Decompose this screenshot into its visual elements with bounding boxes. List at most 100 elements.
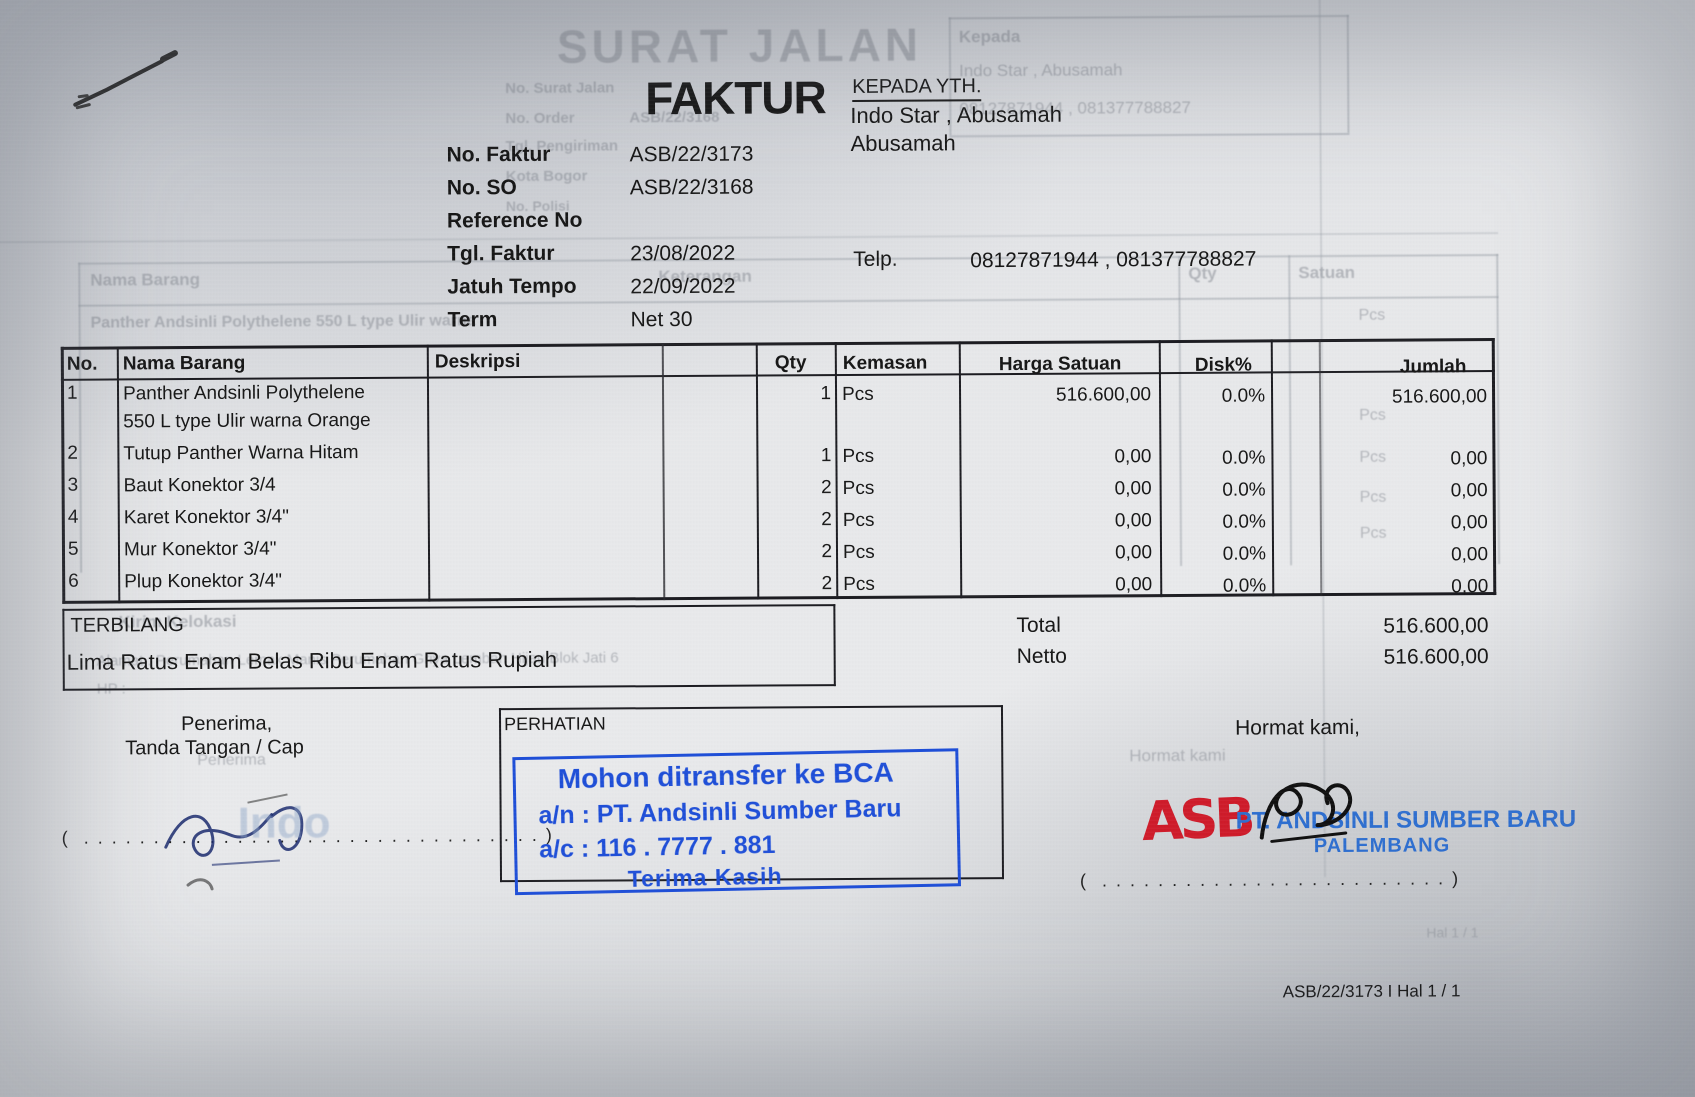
cell-harga-satuan: 516.600,00 xyxy=(1055,384,1152,406)
cell-qty: 1 xyxy=(820,383,832,405)
col-header-nama-barang: Nama Barang xyxy=(122,352,246,375)
cell-no: 1 xyxy=(66,382,78,404)
cell-qty: 2 xyxy=(821,573,833,595)
col-div-deskripsi-inner xyxy=(661,343,666,601)
cell-qty: 2 xyxy=(821,541,833,563)
table-row: 6 Plup Konektor 3/4" 2 Pcs 0,00 0.0% 0,0… xyxy=(0,0,1692,597)
phone-label: Telp. xyxy=(853,247,898,271)
col-header-no: No. xyxy=(66,353,98,375)
table-border-bottom xyxy=(62,592,1497,604)
bleed-box-kepada-bottom xyxy=(949,132,1350,138)
table-border-right xyxy=(1491,338,1497,596)
receiver-label-line1: Penerima, xyxy=(180,712,273,736)
cell-jumlah: 0,00 xyxy=(1451,576,1489,598)
perhatian-label: PERHATIAN xyxy=(503,713,606,735)
field-label-reference-no: Reference No xyxy=(446,208,583,233)
cell-kemasan: Pcs xyxy=(842,477,875,500)
cell-disk: 0.0% xyxy=(1221,385,1266,407)
cell-disk: 0.0% xyxy=(1222,479,1266,501)
phone-value: 08127871944 , 081377788827 xyxy=(970,247,1257,273)
page-title: FAKTUR xyxy=(645,71,826,125)
cell-jumlah: 516.600,00 xyxy=(1391,386,1488,408)
col-header-qty: Qty xyxy=(774,352,807,374)
field-label-no-faktur: No. Faktur xyxy=(446,142,551,167)
bleed-kepada: Kepada xyxy=(958,26,1021,47)
bleed-unit-1: Pcs xyxy=(1358,306,1386,324)
bleed-table-mid xyxy=(78,296,1499,307)
col-header-disk: Disk% xyxy=(1194,354,1252,376)
receiver-stamp-ghost: Indo xyxy=(237,798,331,848)
sender-signature-dots: ( . . . . . . . . . . . . . . . . . . . … xyxy=(1079,868,1461,891)
cell-no: 4 xyxy=(67,506,79,528)
cell-nama-barang: Mur Konektor 3/4" xyxy=(123,538,277,561)
recipient-block: KEPADA YTH. Indo Star , Abusamah Abusama… xyxy=(0,0,1692,272)
stamp-line-2: a/n : PT. Andsinli Sumber Baru xyxy=(538,794,902,830)
bank-transfer-stamp: Mohon ditransfer ke BCA a/n : PT. Andsin… xyxy=(512,748,961,896)
cell-harga-satuan: 0,00 xyxy=(1114,478,1152,500)
bleed-row-item: Panther Andsinli Polythelene 550 L type … xyxy=(90,312,476,332)
bleed-field-kota: Kota Bogor xyxy=(505,167,588,186)
netto-value: 516.600,00 xyxy=(1383,645,1489,669)
table-row: 5 Mur Konektor 3/4" 2 Pcs 0,00 0.0% 0,00 xyxy=(0,0,1692,566)
cell-no: 3 xyxy=(67,474,79,496)
cell-disk: 0.0% xyxy=(1222,447,1266,469)
field-label-term: Term xyxy=(447,308,498,332)
recipient-label: KEPADA YTH. xyxy=(852,75,982,102)
table-row: 3 Baut Konektor 3/4 2 Pcs 0,00 0.0% 0,00 xyxy=(0,0,1692,502)
items-table: No. Nama Barang Deskripsi Qty Kemasan Ha… xyxy=(0,0,1692,604)
table-row: 4 Karet Konektor 3/4" 2 Pcs 0,00 0.0% 0,… xyxy=(0,0,1692,533)
bleed-horiz-upper xyxy=(0,232,1499,244)
cell-jumlah: 0,00 xyxy=(1450,480,1488,502)
terbilang-bottom xyxy=(62,684,836,691)
field-value-tgl-faktur: 23/08/2022 xyxy=(630,241,736,266)
stamp-line-4: Terima Kasih xyxy=(627,862,783,892)
field-label-no-so: No. SO xyxy=(446,176,517,200)
bleed-col-satuan: Satuan xyxy=(1298,262,1356,283)
invoice-meta-fields: No. Faktur ASB/22/3173 No. SO ASB/22/316… xyxy=(0,0,1692,332)
recipient-address: Abusamah xyxy=(850,130,956,156)
handwritten-signature-sender xyxy=(1259,782,1353,843)
perhatian-box-left xyxy=(498,708,503,883)
totals-block: Total 516.600,00 Netto 516.600,00 xyxy=(0,0,1692,669)
recipient-name: Indo Star , Abusamah xyxy=(850,101,1062,128)
cell-harga-satuan: 0,00 xyxy=(1114,510,1152,532)
bleed-table-top xyxy=(78,254,1499,265)
col-header-deskripsi: Deskripsi xyxy=(434,351,521,373)
col-div-no xyxy=(116,346,121,604)
cell-kemasan: Pcs xyxy=(842,445,875,468)
perhatian-box-right xyxy=(1000,705,1005,880)
receiver-label-line2: Tanda Tangan / Cap xyxy=(125,736,304,760)
stamp-line-1: Mohon ditransfer ke BCA xyxy=(557,756,895,795)
cell-nama-barang: Plup Konektor 3/4" xyxy=(124,570,283,593)
sender-label: Hormat kami, xyxy=(1235,715,1361,740)
terbilang-top xyxy=(62,604,836,611)
col-div-qty xyxy=(834,342,839,600)
table-border-top xyxy=(60,338,1495,350)
terbilang-left xyxy=(62,608,65,691)
col-header-kemasan: Kemasan xyxy=(842,352,928,375)
cell-kemasan: Pcs xyxy=(842,509,875,532)
cell-qty: 2 xyxy=(821,509,832,531)
signature-receiver: Penerima, Tanda Tangan / Cap ( . . . . .… xyxy=(0,0,1692,848)
terbilang-label: TERBILANG xyxy=(70,614,184,637)
cell-nama-barang: Karet Konektor 3/4" xyxy=(123,506,290,529)
signature-sender: Hormat kami, ( . . . . . . . . . . . . .… xyxy=(0,0,1692,891)
cell-harga-satuan: 0,00 xyxy=(1114,446,1152,468)
bleed-title: SURAT JALAN xyxy=(556,18,923,73)
field-value-no-so: ASB/22/3168 xyxy=(629,175,754,200)
col-div-deskripsi xyxy=(755,342,760,600)
cell-kemasan: Pcs xyxy=(842,541,875,564)
cell-harga-satuan: 0,00 xyxy=(1115,574,1153,596)
bleed-box-kepada-top xyxy=(948,14,1349,20)
bleed-col-nama: Nama Barang xyxy=(90,269,201,290)
col-div-nama xyxy=(426,344,431,602)
netto-label: Netto xyxy=(1016,644,1067,668)
field-label-tgl-faktur: Tgl. Faktur xyxy=(447,241,555,266)
cell-nama-barang: Tutup Panther Warna Hitam xyxy=(123,442,359,465)
bleed-field-order: No. Order xyxy=(505,109,575,128)
cell-kemasan: Pcs xyxy=(843,573,875,596)
field-value-term: Net 30 xyxy=(630,307,693,332)
cell-disk: 0.0% xyxy=(1222,543,1267,565)
bleed-table-right xyxy=(1496,254,1501,565)
